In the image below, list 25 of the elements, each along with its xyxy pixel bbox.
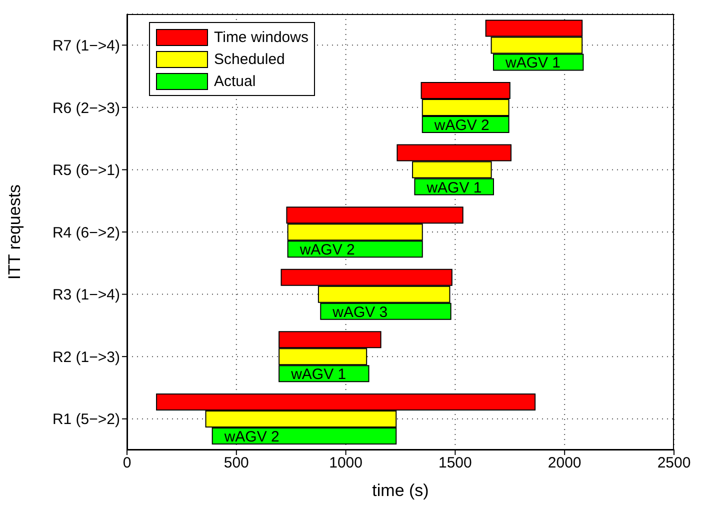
y-tick-label: R5 (6−>1): [52, 162, 120, 180]
y-tick-label: R6 (2−>3): [52, 100, 120, 117]
x-tick-label: 500: [224, 454, 249, 472]
y-tick-label: R1 (5−>2): [52, 411, 120, 428]
data-label: wAGV 1: [290, 366, 346, 384]
data-label: wAGV 2: [433, 117, 490, 134]
x-axis-title: time (s): [372, 481, 429, 500]
x-tick-label: 2500: [657, 454, 691, 472]
x-tick-label: 1000: [329, 454, 362, 472]
data-label: wAGV 2: [223, 428, 280, 446]
legend-label: Time windows: [214, 28, 308, 46]
y-tick-label: R3 (1−>4): [52, 286, 120, 304]
y-tick-label: R4 (6−>2): [52, 224, 120, 242]
y-axis-title: ITT requests: [5, 184, 24, 280]
legend-label: Actual: [214, 72, 256, 90]
data-label: wAGV 1: [426, 179, 482, 196]
data-label: wAGV 1: [504, 54, 561, 72]
y-tick-label: R2 (1−>3): [52, 348, 120, 366]
legend-label: Scheduled: [214, 50, 285, 68]
x-tick-label: 2000: [548, 454, 582, 472]
data-label: wAGV 2: [298, 242, 355, 259]
x-tick-label: 0: [122, 454, 132, 472]
x-tick-label: 1500: [438, 454, 472, 472]
data-label: wAGV 3: [332, 304, 388, 321]
y-tick-label: R7 (1−>4): [52, 37, 120, 54]
